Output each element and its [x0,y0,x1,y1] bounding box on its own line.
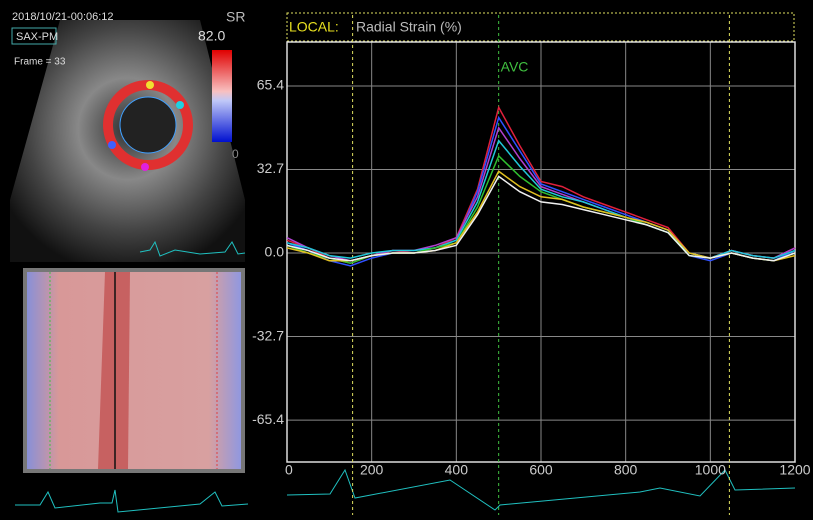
scale-name: SR [226,9,245,25]
marker [176,101,184,109]
title-label: LOCAL: [289,19,339,35]
y-tick-label: 0.0 [265,244,285,260]
x-tick-label: 0 [285,462,293,478]
marker [141,163,149,171]
mmode-image [27,272,241,469]
timestamp: 2018/10/21-00:06:12 [12,11,114,23]
marker [146,81,154,89]
x-tick-label: 800 [614,462,638,478]
x-tick-label: 600 [529,462,553,478]
y-tick-label: -32.7 [252,327,284,343]
x-tick-label: 1000 [695,462,726,478]
x-tick-label: 1200 [779,462,810,478]
frame-label: Frame = 33 [14,57,66,68]
x-tick-label: 200 [360,462,384,478]
ecg-left [15,490,248,512]
page: 2018/10/21-00:06:12 SAX-PM Frame = 33 SR… [0,0,813,520]
y-tick-label: 32.7 [257,160,284,176]
screen: 2018/10/21-00:06:12 SAX-PM Frame = 33 SR… [0,0,813,520]
chart-title: Radial Strain (%) [356,19,462,35]
event-label: AVC [501,59,529,75]
x-tick-label: 400 [445,462,469,478]
scale-min: 0 [232,147,239,161]
cavity [120,97,176,153]
color-bar [212,50,232,142]
view-label: SAX-PM [16,31,58,43]
y-tick-label: 65.4 [257,77,284,93]
scale-max: 82.0 [198,28,225,44]
y-tick-label: -65.4 [252,411,284,427]
marker [108,141,116,149]
